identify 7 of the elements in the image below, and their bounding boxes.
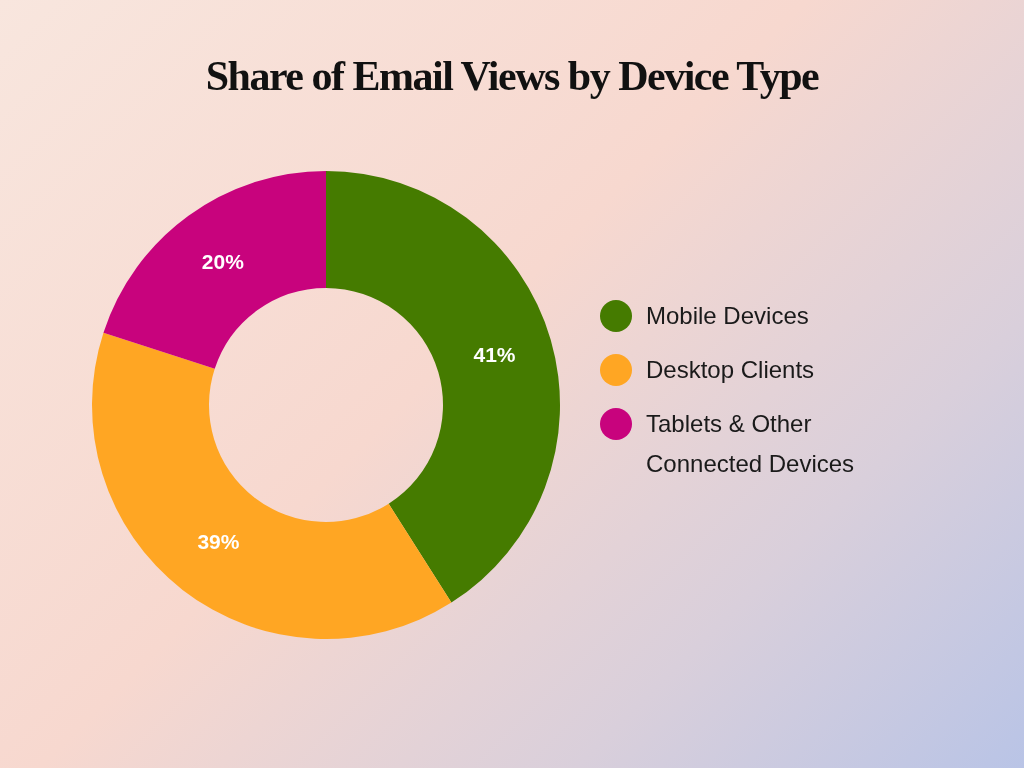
data-label: 20% — [201, 249, 245, 273]
data-label: 39% — [197, 530, 240, 554]
chart-title: Share of Email Views by Device Type — [204, 52, 820, 100]
data-label: 41% — [473, 342, 516, 366]
legend-label: Desktop Clients — [646, 355, 816, 385]
legend-label: Mobile Devices — [646, 301, 810, 331]
legend-label: Tablets & Other Connected Devices — [646, 409, 856, 479]
